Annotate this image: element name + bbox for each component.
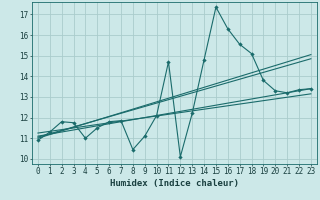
X-axis label: Humidex (Indice chaleur): Humidex (Indice chaleur) <box>110 179 239 188</box>
